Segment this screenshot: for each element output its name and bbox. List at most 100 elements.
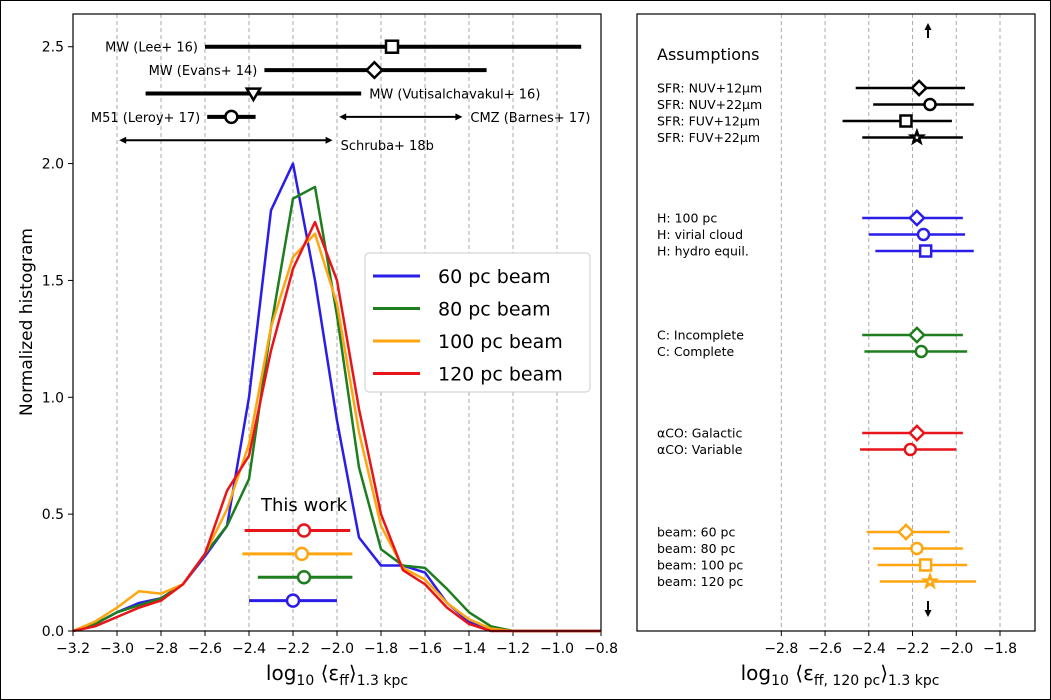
axis-label-part: 1.3 kpc — [888, 673, 939, 689]
legend-label: 120 pc beam — [438, 364, 563, 386]
row-label: SFR: FUV+22μm — [657, 130, 760, 145]
x-tick-label: −2.8 — [144, 641, 178, 657]
row-label: H: virial cloud — [657, 227, 743, 242]
x-tick-label: −2.4 — [232, 641, 266, 657]
marker — [224, 109, 239, 125]
axis-label-part: log — [741, 661, 772, 685]
axis-label-part: ⟨ε — [314, 661, 339, 685]
axis-label-part: ff, 120 pc — [814, 673, 880, 689]
axis-label-part: 10 — [771, 673, 789, 689]
marker — [910, 541, 924, 556]
x-tick-label: −2.0 — [320, 641, 354, 657]
reference-label: M51 (Leroy+ 17) — [91, 111, 200, 126]
x-tick-label: −0.8 — [584, 641, 618, 657]
legend-box — [364, 252, 591, 393]
row-label: αCO: Galactic — [657, 426, 742, 441]
x-tick-label: −1.6 — [408, 641, 442, 657]
axes-frame — [636, 13, 1036, 632]
x-tick-label: −1.0 — [540, 641, 574, 657]
marker — [914, 344, 929, 359]
reference-label: MW (Vutisalchavakul+ 16) — [369, 87, 540, 102]
annotation: This work — [260, 495, 348, 516]
marker — [296, 523, 312, 538]
arrow-head — [325, 136, 333, 144]
arrow-head — [924, 610, 932, 617]
y-tick-label: 2.0 — [42, 157, 64, 173]
legend-label: 100 pc beam — [438, 331, 563, 353]
row-label: SFR: NUV+12μm — [657, 81, 762, 96]
axis-label-part: ⟩ — [880, 661, 888, 685]
marker — [897, 523, 915, 541]
marker — [923, 97, 937, 112]
marker — [907, 424, 926, 442]
marker — [907, 326, 926, 344]
legend-label: 80 pc beam — [438, 299, 551, 321]
row-label: αCO: Variable — [657, 442, 743, 457]
axis-label-part: log — [266, 661, 297, 685]
reference-label: MW (Lee+ 16) — [105, 41, 198, 56]
row-label: beam: 60 pc — [657, 525, 735, 540]
x-tick-label: −2.2 — [276, 641, 310, 657]
x-tick-label: −2.0 — [939, 641, 973, 657]
marker — [907, 209, 926, 227]
row-label: H: hydro equil. — [657, 244, 749, 259]
row-label: beam: 100 pc — [657, 558, 743, 573]
row-label: beam: 120 pc — [657, 574, 743, 589]
axis-label: log10 ⟨εff, 120 pc⟩1.3 kpc — [741, 661, 940, 689]
marker — [918, 558, 933, 572]
x-tick-label: −3.0 — [100, 641, 134, 657]
y-tick-label: 2.5 — [42, 40, 64, 56]
axis-label-part: 1.3 kpc — [357, 673, 408, 689]
arrow-head — [119, 136, 127, 144]
y-axis-label: Normalized histogram — [17, 228, 37, 416]
y-tick-label: 1.5 — [42, 273, 64, 289]
marker — [907, 127, 927, 146]
reference-label: Schruba+ 18b — [341, 139, 434, 154]
x-tick-label: −2.6 — [808, 641, 842, 657]
marker — [920, 571, 940, 590]
row-label: C: Incomplete — [657, 328, 744, 343]
marker — [384, 39, 400, 54]
axes-frame — [72, 13, 602, 632]
y-tick-label: 0.0 — [42, 624, 64, 640]
axis-label-part: ff — [339, 673, 349, 689]
x-tick-label: −1.8 — [364, 641, 398, 657]
row-label: SFR: FUV+12μm — [657, 114, 760, 129]
marker — [910, 79, 929, 97]
marker — [903, 442, 918, 457]
x-tick-label: −2.6 — [188, 641, 222, 657]
x-tick-label: −3.2 — [56, 641, 90, 657]
x-tick-label: −1.4 — [452, 641, 486, 657]
row-label: C: Complete — [657, 344, 734, 359]
row-label: SFR: NUV+22μm — [657, 97, 762, 112]
marker — [899, 114, 913, 128]
row-label: beam: 80 pc — [657, 541, 735, 556]
x-tick-label: −2.2 — [896, 641, 930, 657]
y-tick-label: 1.0 — [42, 390, 64, 406]
row-label: H: 100 pc — [657, 211, 717, 226]
legend-label: 60 pc beam — [438, 266, 551, 288]
x-tick-label: −2.4 — [852, 641, 886, 657]
arrow-head — [455, 113, 463, 121]
marker — [296, 569, 312, 585]
arrow-head — [924, 23, 932, 30]
marker — [294, 546, 310, 562]
y-tick-label: 0.5 — [42, 507, 64, 523]
axis-label: log10 ⟨εff⟩1.3 kpc — [266, 661, 408, 689]
marker — [916, 227, 931, 242]
marker — [364, 60, 384, 80]
reference-label: MW (Evans+ 14) — [149, 64, 258, 79]
marker — [244, 87, 263, 103]
marker — [918, 244, 933, 258]
annotation: Assumptions — [657, 45, 759, 64]
x-tick-label: −2.8 — [764, 641, 798, 657]
arrow-head — [339, 113, 347, 121]
marker — [285, 593, 301, 608]
axis-label-part: ⟩ — [349, 661, 357, 685]
x-tick-label: −1.8 — [983, 641, 1017, 657]
x-tick-label: −1.2 — [496, 641, 530, 657]
reference-label: CMZ (Barnes+ 17) — [470, 111, 590, 126]
axis-label-part: ⟨ε — [789, 661, 814, 685]
axis-label-part: 10 — [296, 673, 314, 689]
